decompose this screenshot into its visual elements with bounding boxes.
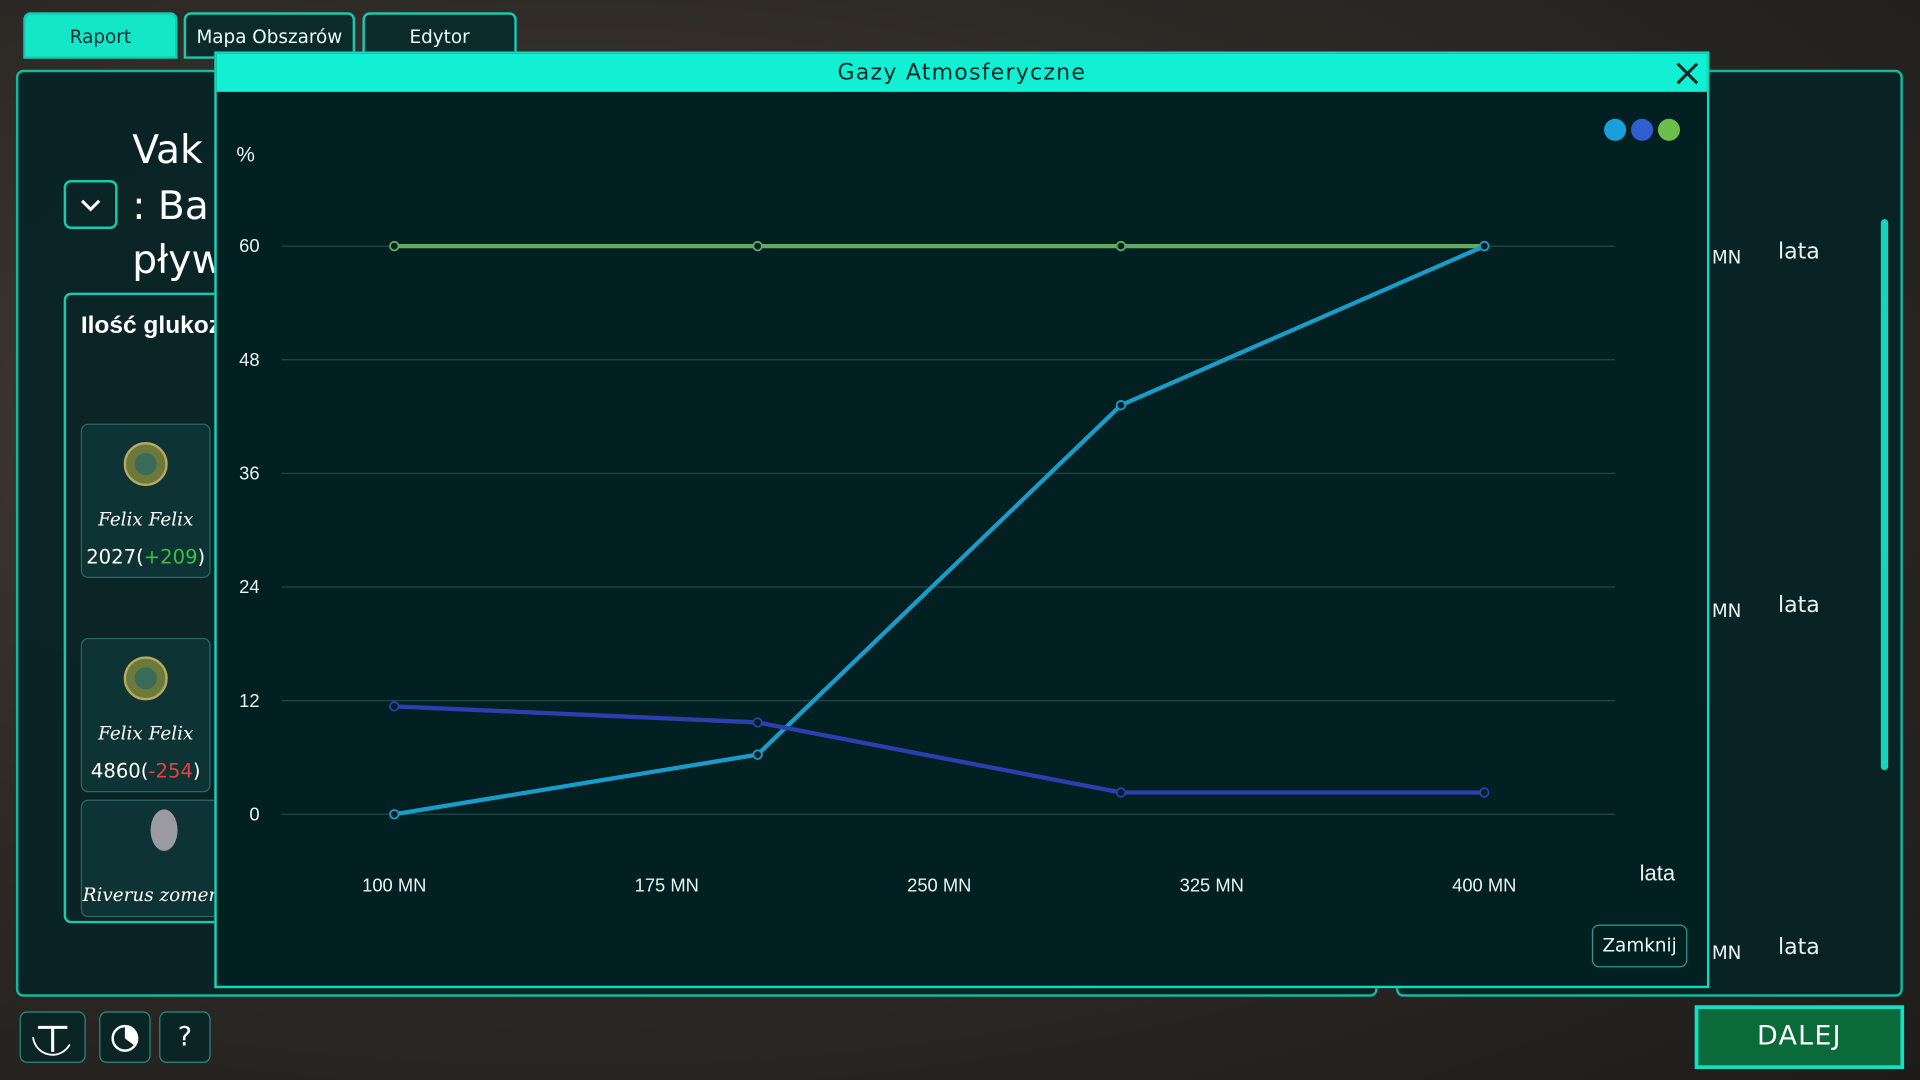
- card-name: Felix Felix: [98, 508, 194, 531]
- tab[interactable]: Raport: [23, 12, 178, 59]
- data-point: [1479, 240, 1490, 252]
- axis-label: lata: [1777, 592, 1820, 619]
- data-point: [1115, 787, 1127, 798]
- tail: ): [197, 544, 206, 569]
- scrollbar[interactable]: [1880, 219, 1889, 771]
- title-line: Vak: [132, 126, 203, 173]
- x-tick-label: 325 MN: [1180, 874, 1244, 895]
- delta: -254: [148, 759, 193, 783]
- card-name: Felix Felix: [98, 722, 194, 745]
- gas-icons: [1604, 118, 1680, 141]
- data-point: [389, 240, 400, 252]
- y-tick-label: 48: [239, 349, 259, 370]
- card-value: 4860(-254): [82, 759, 209, 782]
- next-button[interactable]: DALEJ: [1694, 1005, 1905, 1069]
- modal-title: Gazy Atmosferyczne: [216, 53, 1707, 92]
- close-button[interactable]: Zamknij: [1591, 924, 1688, 968]
- modal: Gazy Atmosferyczne Zamknij: [214, 51, 1710, 989]
- data-point: [389, 701, 400, 712]
- x-tick-label: 175 MN: [635, 874, 699, 895]
- tab[interactable]: Edytor: [362, 12, 517, 59]
- value: 4860(: [90, 759, 149, 783]
- x-axis-label: lata: [1640, 860, 1676, 885]
- data-point: [752, 749, 763, 760]
- value: 2027(: [86, 544, 144, 569]
- t-icon: [32, 1025, 71, 1056]
- organism-card[interactable]: Felix Felix 4860(-254): [80, 637, 211, 793]
- unit: MN: [1711, 941, 1742, 964]
- unit: MN: [1711, 246, 1742, 269]
- data-point: [1115, 240, 1127, 252]
- title-line: : Ba: [132, 182, 209, 229]
- tool-button[interactable]: [19, 1011, 86, 1063]
- y-tick-label: 0: [249, 803, 259, 824]
- y-tick-label: 36: [239, 463, 259, 484]
- y-axis-label: %: [236, 144, 255, 167]
- card-value: 2027(+209): [82, 545, 209, 568]
- unit: MN: [1711, 600, 1742, 623]
- data-point: [752, 717, 763, 728]
- organism-icon: [150, 809, 178, 852]
- chart-button[interactable]: [99, 1011, 151, 1063]
- close-icon[interactable]: [1674, 60, 1701, 87]
- x-tick-label: 250 MN: [907, 874, 971, 895]
- dropdown-button[interactable]: [63, 180, 118, 229]
- data-point: [1479, 787, 1490, 798]
- axis-label: lata: [1777, 934, 1820, 960]
- chevron-icon: [80, 199, 101, 212]
- y-tick-label: 60: [239, 235, 259, 256]
- organism-card[interactable]: Felix Felix 2027(+209): [80, 423, 211, 578]
- delta: +209: [143, 544, 198, 569]
- organism-icon: [123, 442, 168, 487]
- help-button[interactable]: ?: [159, 1011, 211, 1063]
- data-point: [389, 809, 400, 820]
- series-line: [393, 244, 1486, 817]
- series-line: [394, 704, 1485, 795]
- tail: ): [192, 759, 201, 783]
- section-box: Ilość glukoz Felix Felix 2027(+209) Feli…: [63, 292, 236, 924]
- organism-icon: [123, 656, 168, 701]
- x-tick-label: 100 MN: [362, 874, 426, 895]
- axis-label: lata: [1777, 238, 1820, 265]
- y-tick-label: 12: [239, 690, 259, 711]
- data-point: [752, 240, 763, 252]
- data-point: [1115, 400, 1127, 411]
- card-name: Riverus zomem: [82, 884, 226, 907]
- pie-icon: [111, 1024, 139, 1052]
- section-title: Ilość glukoz: [80, 312, 221, 340]
- y-tick-label: 24: [239, 576, 259, 597]
- title-line: pływ: [132, 236, 224, 283]
- x-tick-label: 400 MN: [1452, 874, 1516, 895]
